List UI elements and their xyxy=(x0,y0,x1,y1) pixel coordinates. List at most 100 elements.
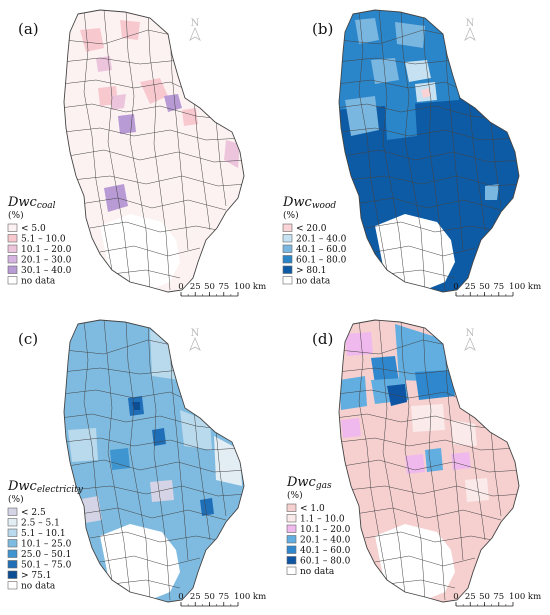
legend-label: 20.1 – 40.0 xyxy=(296,235,347,245)
north-label: N xyxy=(191,18,200,29)
legend-unit: (%) xyxy=(287,490,303,501)
region xyxy=(341,418,361,438)
map-panel-gas: (d) xyxy=(286,319,541,607)
legend-item: no data xyxy=(7,581,56,592)
municipal-boundaries xyxy=(64,10,244,291)
legend-swatch xyxy=(282,276,293,285)
legend-label: 10.1 – 20.0 xyxy=(21,245,72,255)
legend-unit: (%) xyxy=(283,210,299,221)
north-label: N xyxy=(191,328,200,339)
legend-item: no data xyxy=(282,276,331,287)
scale-tick-label: 100 km xyxy=(509,592,541,602)
legend-label: 25.0 – 50.1 xyxy=(21,550,71,560)
region xyxy=(110,448,130,470)
legend-item: 40.1 – 60.0 xyxy=(282,244,347,255)
scale-tick-label: 25 xyxy=(190,592,201,602)
legend-item: > 80.1 xyxy=(282,265,326,276)
legend-swatch xyxy=(7,528,18,537)
panel-letter: (c) xyxy=(18,330,38,348)
region xyxy=(200,498,214,516)
legend-swatch xyxy=(286,514,297,523)
legend-swatch xyxy=(286,535,297,544)
legend-item: no data xyxy=(286,566,335,577)
region xyxy=(465,478,489,502)
region xyxy=(415,370,455,400)
region xyxy=(385,102,417,140)
legend-item: < 2.5 xyxy=(7,507,46,518)
legend: Dwcwood(%) < 20.020.1 – 40.040.1 – 60.060… xyxy=(282,195,347,287)
legend-item: > 75.1 xyxy=(7,570,51,581)
scale-tick-label: 0 xyxy=(178,282,183,292)
legend-label: 20.1 – 40.0 xyxy=(300,536,351,546)
legend-title: Dwccoal xyxy=(7,195,56,211)
region xyxy=(411,404,445,432)
legend-label: 1.1 – 10.0 xyxy=(300,515,345,525)
legend-label: 5.1 – 10.0 xyxy=(21,235,66,245)
legend-item: 60.1 – 80.0 xyxy=(286,556,351,567)
legend-label: no data xyxy=(21,582,56,592)
region xyxy=(118,114,136,134)
region xyxy=(355,18,379,44)
region xyxy=(164,94,182,112)
panel-letter: (b) xyxy=(312,20,333,38)
legend-item: 20.1 – 30.0 xyxy=(7,255,72,266)
municipal-boundaries xyxy=(339,320,519,601)
legend-item: 60.1 – 80.0 xyxy=(282,255,347,266)
serbia-map xyxy=(338,319,520,603)
legend-label: 30.1 – 40.0 xyxy=(21,266,72,276)
legend-label: 60.1 – 80.0 xyxy=(296,256,347,266)
legend-label: 2.5 – 5.1 xyxy=(21,519,60,529)
legend-swatch xyxy=(7,234,18,243)
legend-item: 30.1 – 40.0 xyxy=(7,265,72,276)
scale-bar: 0 25 50 75 100 km xyxy=(178,592,266,607)
scale-tick-label: 50 xyxy=(204,282,215,292)
legend-swatch xyxy=(7,255,18,264)
legend-label: 10.1 – 25.0 xyxy=(21,540,72,550)
legend-title: Dwcelectricity xyxy=(7,479,84,495)
scale-tick-label: 100 km xyxy=(509,282,541,292)
region xyxy=(96,56,112,72)
region xyxy=(371,356,399,384)
legend-item: 20.1 – 40.0 xyxy=(286,535,351,546)
legend-item: < 1.0 xyxy=(286,503,325,514)
panel-letter: (a) xyxy=(18,20,39,38)
legend-swatch xyxy=(282,223,293,232)
scale-tick-label: 0 xyxy=(453,282,458,292)
scale-tick-label: 25 xyxy=(465,282,476,292)
region xyxy=(150,480,174,502)
country-base xyxy=(64,10,244,292)
legend-label: < 1.0 xyxy=(300,504,325,514)
region xyxy=(112,94,126,110)
legend-label: 10.1 – 20.0 xyxy=(300,525,351,535)
region xyxy=(80,28,104,52)
legend-swatch xyxy=(7,539,18,548)
scale-tick-label: 75 xyxy=(493,282,504,292)
legend-item: 25.0 – 50.1 xyxy=(7,549,71,560)
region xyxy=(371,58,399,84)
scale-tick-label: 50 xyxy=(204,592,215,602)
legend-label: < 20.0 xyxy=(296,224,327,234)
scale-tick-label: 0 xyxy=(453,592,458,602)
legend-item: 10.1 – 20.0 xyxy=(7,244,72,255)
legend-label: 60.1 – 80.0 xyxy=(300,557,351,567)
region xyxy=(222,530,236,556)
legend-item: 20.1 – 40.0 xyxy=(282,234,347,245)
region xyxy=(387,384,407,406)
legend-swatch xyxy=(286,556,297,565)
region xyxy=(76,496,102,524)
legend-swatch xyxy=(282,255,293,264)
legend-label: no data xyxy=(300,567,335,577)
scale-tick-label: 25 xyxy=(465,592,476,602)
north-arrow xyxy=(189,336,201,351)
north-arrow xyxy=(189,26,201,41)
legend-title: Dwcwood xyxy=(282,195,336,211)
scale-tick-label: 0 xyxy=(178,592,183,602)
region xyxy=(152,428,166,446)
legend-label: 40.1 – 60.0 xyxy=(296,245,347,255)
legend-swatch xyxy=(7,570,18,579)
serbia-map xyxy=(63,319,245,603)
legend-swatch xyxy=(286,566,297,575)
legend-label: 50.1 – 75.0 xyxy=(21,561,72,571)
scale-bar: 0 25 50 75 100 km xyxy=(178,282,266,297)
